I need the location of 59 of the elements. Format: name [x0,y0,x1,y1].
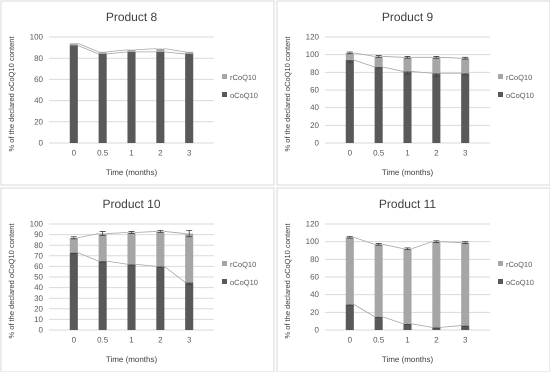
x-tick-label: 2 [434,336,440,345]
y-tick-label: 40 [34,283,44,292]
y-tick-label: 20 [310,120,320,130]
y-tick-label: 20 [34,117,44,126]
y-tick-label: 20 [310,308,320,317]
y-tick-label: 70 [34,251,44,260]
y-tick-label: 100 [306,50,320,60]
y-tick-label: 120 [306,220,320,229]
x-axis-title: Time (months) [382,168,434,177]
y-tick-label: 50 [34,272,44,282]
y-tick-label: 30 [34,294,44,303]
chart-title: Product 11 [378,197,436,211]
x-axis-title: Time (months) [106,355,158,364]
y-tick-label: 100 [30,220,44,229]
y-tick-label: 60 [310,272,320,282]
x-tick-label: 1 [405,148,410,158]
y-tick-label: 10 [34,314,44,324]
y-tick-label: 90 [34,230,44,240]
x-tick-label: 0 [72,336,77,345]
x-tick-label: 3 [462,336,468,345]
y-tick-label: 100 [30,32,44,42]
y-tick-label: 100 [306,237,320,246]
x-axis-title: Time (months) [106,168,158,177]
y-tick-label: 0 [314,326,320,335]
x-tick-label: 0.5 [97,148,109,158]
y-tick-label: 0 [38,326,44,335]
x-tick-label: 0.5 [97,336,109,345]
y-tick-label: 80 [34,54,44,63]
x-tick-label: 1 [129,336,134,345]
x-tick-label: 0.5 [373,336,385,345]
chart-title: Product 10 [102,197,161,211]
x-tick-label: 1 [129,148,134,158]
y-tick-label: 80 [34,240,44,250]
chart-title: Product 8 [106,10,158,24]
x-tick-label: 2 [158,148,164,158]
y-tick-label: 40 [34,96,44,106]
y-tick-label: 20 [34,304,44,314]
y-tick-label: 0 [314,138,320,148]
y-tick-label: 80 [310,68,320,77]
x-axis-title: Time (months) [382,355,434,364]
y-tick-label: 60 [34,74,44,84]
x-tick-label: 0 [72,148,77,158]
y-tick-label: 40 [310,290,320,300]
y-tick-label: 60 [34,262,44,271]
chart-title: Product 9 [382,10,434,24]
x-tick-label: 1 [405,336,410,345]
x-tick-label: 0 [348,148,353,158]
x-tick-label: 3 [186,336,192,345]
x-tick-label: 0 [348,336,353,345]
y-tick-label: 80 [310,254,320,264]
x-tick-label: 2 [434,148,440,158]
y-tick-label: 60 [310,86,320,95]
x-tick-label: 2 [158,336,164,345]
x-tick-label: 0.5 [373,148,385,158]
x-tick-label: 3 [186,148,192,158]
y-tick-label: 40 [310,103,320,112]
y-tick-label: 0 [38,138,44,148]
x-tick-label: 3 [462,148,468,158]
y-tick-label: 120 [306,32,320,42]
